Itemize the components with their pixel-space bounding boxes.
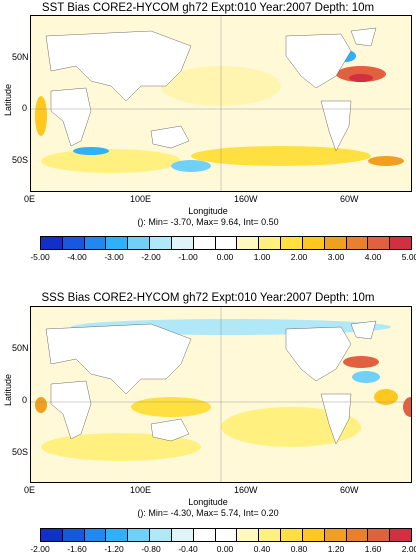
colorbar-label: 3.00 <box>327 252 345 262</box>
colorbar-label: 0.00 <box>216 544 234 554</box>
panel2-xtick-160w: 160W <box>234 485 258 495</box>
colorbar-swatch <box>106 529 129 541</box>
colorbar-label: 0.00 <box>216 252 234 262</box>
colorbar-swatch <box>390 237 412 249</box>
colorbar-label: 5.00 <box>401 252 416 262</box>
colorbar-swatch <box>215 529 238 541</box>
colorbar-label: -1.20 <box>104 544 124 554</box>
colorbar-label: 4.00 <box>364 252 382 262</box>
colorbar-label: 1.20 <box>327 544 345 554</box>
panel1-map-svg <box>31 16 411 191</box>
colorbar-label: -1.60 <box>67 544 87 554</box>
colorbar-label: 2.00 <box>401 544 416 554</box>
panel2-xtick-100e: 100E <box>130 485 152 495</box>
colorbar-swatch <box>150 237 172 249</box>
colorbar-swatch <box>171 529 194 541</box>
colorbar-label: 2.00 <box>290 252 308 262</box>
colorbar-swatch <box>302 529 325 541</box>
panel1-xtick-0e: 0E <box>24 194 36 204</box>
panel2-map <box>30 306 412 483</box>
colorbar-swatch <box>171 237 194 249</box>
colorbar-swatch <box>237 529 260 541</box>
panel1-ytick-50s: 50S <box>12 155 29 165</box>
colorbar-label: -1.00 <box>178 252 198 262</box>
colorbar-swatch <box>368 529 391 541</box>
panel2-ytick-50s: 50S <box>12 447 29 457</box>
panel1-stats: (): Min= -3.70, Max= 9.64, Int= 0.50 <box>137 217 279 227</box>
panel1-xlabel: Longitude <box>188 206 228 216</box>
panel2-title: SSS Bias CORE2-HYCOM gh72 Expt:010 Year:… <box>41 292 375 304</box>
colorbar-label: -2.00 <box>141 252 161 262</box>
panel1-colorbar-labels: -5.00 -4.00 -3.00 -2.00 -1.00 0.00 1.00 2.00 3.0… <box>30 252 416 264</box>
panel2-stats: (): Min= -4.30, Max= 5.74, Int= 0.20 <box>137 508 279 518</box>
colorbar-swatch <box>324 529 347 541</box>
panel2-ytick-0: 0 <box>22 395 28 405</box>
colorbar-swatch <box>84 237 107 249</box>
colorbar-swatch <box>62 529 85 541</box>
colorbar-swatch <box>150 529 172 541</box>
panel1-ytick-0: 0 <box>22 103 28 113</box>
panel1-xtick-60w: 60W <box>340 194 359 204</box>
panel1-ylabel: Latitude <box>3 83 14 117</box>
panel2-xlabel: Longitude <box>188 497 228 507</box>
colorbar-swatch <box>259 237 282 249</box>
colorbar-swatch <box>128 529 151 541</box>
colorbar-swatch <box>84 529 107 541</box>
colorbar-swatch <box>390 529 412 541</box>
colorbar-label: 1.00 <box>253 252 271 262</box>
panel1-title: SST Bias CORE2-HYCOM gh72 Expt:010 Year:… <box>41 2 375 14</box>
colorbar-label: -2.00 <box>30 544 50 554</box>
panel1-xtick-160w: 160W <box>234 194 258 204</box>
panel2-ytick-50n: 50N <box>12 343 29 353</box>
colorbar-label: -5.00 <box>30 252 50 262</box>
panel1-ytick-50n: 50N <box>12 52 29 62</box>
colorbar-label: -4.00 <box>67 252 87 262</box>
colorbar-swatch <box>62 237 85 249</box>
colorbar-label: 0.80 <box>290 544 308 554</box>
colorbar-swatch <box>281 237 303 249</box>
colorbar-swatch <box>237 237 260 249</box>
colorbar-swatch <box>193 529 216 541</box>
colorbar-swatch <box>302 237 325 249</box>
colorbar-swatch <box>281 529 303 541</box>
colorbar-label: 0.40 <box>253 544 271 554</box>
panel2-map-svg <box>31 307 411 482</box>
colorbar-swatch <box>106 237 129 249</box>
panel2-ylabel: Latitude <box>3 373 14 407</box>
colorbar-swatch <box>128 237 151 249</box>
colorbar-swatch <box>346 529 369 541</box>
colorbar-label: -3.00 <box>104 252 124 262</box>
colorbar-swatch <box>324 237 347 249</box>
colorbar-swatch <box>368 237 391 249</box>
panel2-colorbar <box>40 528 412 542</box>
colorbar-swatch <box>193 237 216 249</box>
colorbar-swatch <box>346 237 369 249</box>
colorbar-label: -0.80 <box>141 544 161 554</box>
colorbar-swatch <box>259 529 282 541</box>
colorbar-swatch <box>41 237 63 249</box>
panel1-map <box>30 15 412 192</box>
panel1-colorbar <box>40 236 412 250</box>
colorbar-swatch <box>215 237 238 249</box>
panel2-xtick-0e: 0E <box>24 485 36 495</box>
panel2-xtick-60w: 60W <box>340 485 359 495</box>
panel1-xtick-100e: 100E <box>130 194 152 204</box>
colorbar-swatch <box>41 529 63 541</box>
colorbar-label: 1.60 <box>364 544 382 554</box>
panel2-colorbar-labels: -2.00 -1.60 -1.20 -0.80 -0.40 0.00 0.40 0.80 1.2… <box>30 544 416 556</box>
colorbar-label: -0.40 <box>178 544 198 554</box>
